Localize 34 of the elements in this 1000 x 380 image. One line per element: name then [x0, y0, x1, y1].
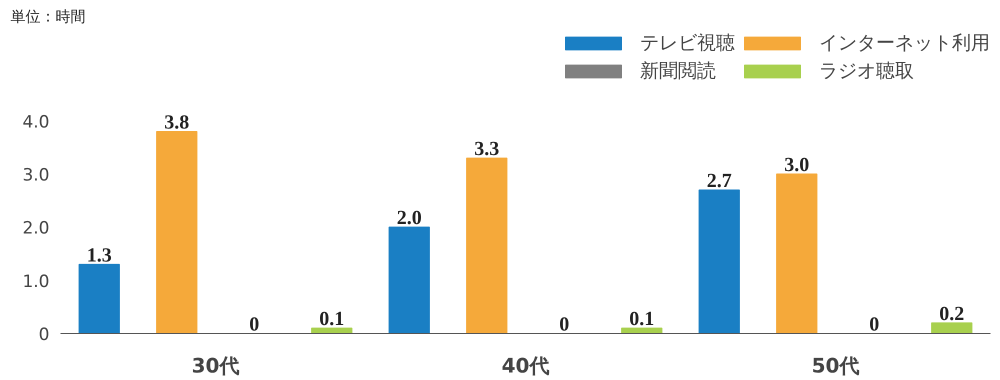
bar [311, 328, 352, 334]
data-label: 0 [869, 314, 880, 336]
bar [621, 328, 662, 334]
y-tick-label: 2.0 [22, 218, 50, 239]
x-tick-label: 40代 [502, 354, 550, 378]
data-label: 3.8 [164, 112, 190, 134]
data-label: 3.0 [784, 154, 810, 176]
bar [698, 189, 740, 334]
data-label: 2.0 [396, 207, 422, 230]
legend-label: ラジオ聴取 [819, 59, 914, 84]
bar [776, 174, 818, 334]
legend-label: 新聞閲読 [640, 59, 716, 84]
data-label: 0.1 [629, 308, 654, 330]
y-tick-label: 4.0 [22, 112, 50, 132]
x-tick-label: 50代 [812, 354, 860, 378]
bar [156, 131, 198, 334]
x-tick-label: 30代 [192, 354, 240, 378]
data-label: 0.2 [939, 302, 964, 325]
legend-label: インターネット利用 [819, 31, 990, 56]
y-tick-label: 3.0 [22, 166, 50, 186]
y-tick-label: 0 [38, 325, 50, 345]
data-label: 2.7 [706, 170, 732, 192]
data-label: 1.3 [86, 244, 112, 266]
bar [466, 158, 508, 334]
bar [931, 322, 972, 334]
legend-label: テレビ視聴 [640, 31, 735, 56]
bar [78, 264, 120, 334]
bar [388, 226, 430, 334]
data-label: 0 [559, 314, 570, 336]
data-label: 0 [249, 314, 260, 336]
y-tick-label: 1.0 [22, 272, 50, 292]
data-label: 3.3 [474, 138, 500, 160]
y-axis-title: 単位：時間 [10, 8, 86, 26]
data-label: 0.1 [319, 308, 344, 330]
